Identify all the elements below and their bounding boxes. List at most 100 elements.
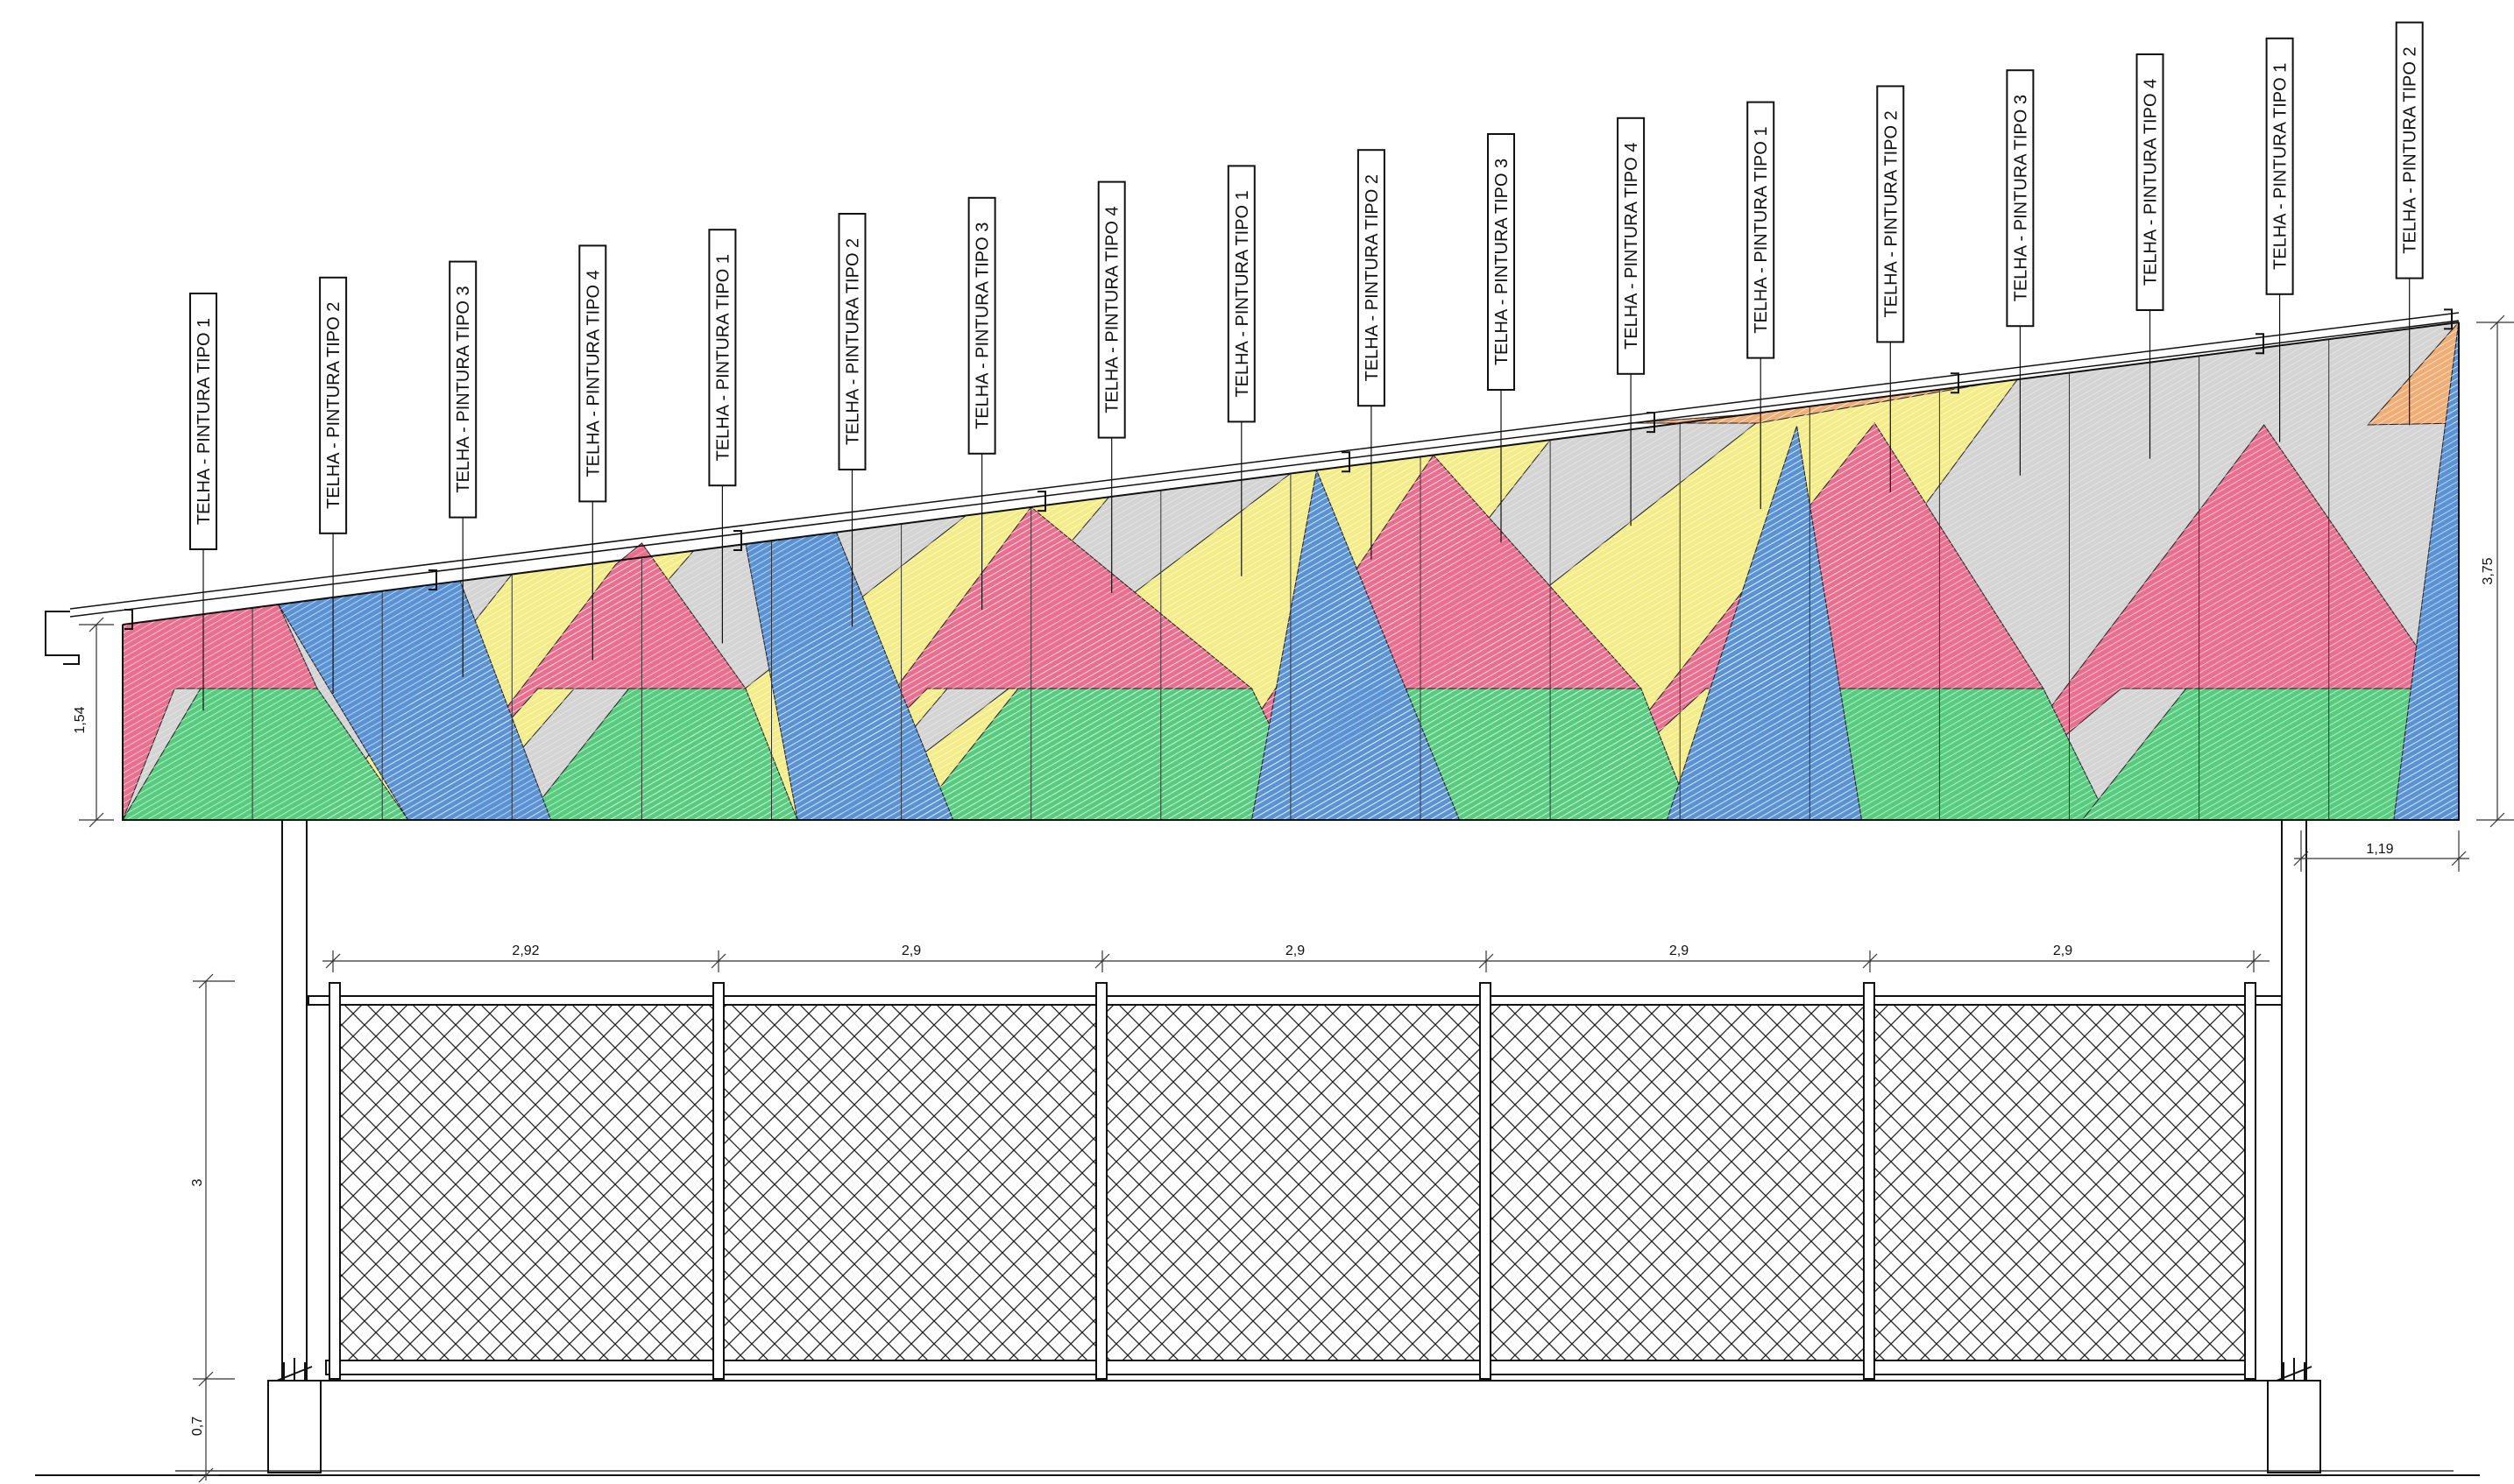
panel-hatch — [278, 581, 551, 820]
tag-label: TELHA - PINTURA TIPO 1 — [2271, 63, 2291, 270]
canopy-structure — [35, 819, 2480, 1476]
roof-purlins — [124, 308, 2453, 630]
right-column-base — [2267, 1380, 2321, 1473]
panel-hatch — [1965, 425, 2446, 820]
fence-post — [712, 982, 725, 1380]
purlin-symbol — [1646, 412, 1655, 434]
paint-tag: TELHA - PINTURA TIPO 3 — [967, 196, 996, 611]
panel-hatch — [1667, 426, 1862, 820]
fence-post — [1095, 982, 1108, 1380]
dim-tick-slash — [1862, 953, 1878, 969]
tag-label: TELHA - PINTURA TIPO 2 — [1363, 174, 1382, 381]
tag-box — [708, 229, 737, 487]
roof-edge — [69, 312, 2460, 821]
tag-box — [578, 244, 607, 503]
panel-hatch — [1186, 455, 1641, 820]
tag-label: TELHA - PINTURA TIPO 2 — [1881, 110, 1901, 317]
dim-bay-3: 2,9 — [1285, 943, 1305, 958]
purlin-symbol — [2444, 308, 2453, 330]
fence-post — [2244, 982, 2256, 1380]
tag-label: TELHA - PINTURA TIPO 1 — [195, 318, 214, 525]
roof-elevation — [45, 308, 2460, 821]
tag-label: TELHA - PINTURA TIPO 3 — [1492, 159, 1512, 365]
tag-box — [1487, 133, 1515, 391]
paint-tag: TELHA - PINTURA TIPO 1 — [1227, 165, 1256, 576]
panel-hatch — [2393, 322, 2459, 820]
right-column — [2281, 819, 2307, 1382]
dim-bay-4: 2,9 — [1669, 943, 1689, 958]
paint-tag: TELHA - PINTURA TIPO 1 — [2265, 37, 2294, 442]
panel-hatch — [2368, 322, 2459, 425]
tag-box — [189, 293, 217, 550]
dim-tick-slash — [2246, 953, 2262, 969]
purlin-symbol — [1342, 451, 1350, 473]
tag-label: TELHA - PINTURA TIPO 3 — [454, 286, 473, 492]
tag-box — [1746, 101, 1775, 359]
tag-box — [449, 260, 478, 519]
tag-box — [2006, 69, 2035, 328]
dim-right-height-label: 3,75 — [2481, 557, 2496, 584]
purlin-symbol — [428, 569, 437, 591]
fence-mesh — [337, 1003, 2252, 1362]
paint-tag: TELHA - PINTURA TIPO 1 — [1746, 101, 1775, 510]
panel-hatch — [123, 604, 318, 820]
tag-box — [1617, 117, 1646, 375]
tag-label: TELHA - PINTURA TIPO 4 — [1622, 143, 1641, 350]
purlin-symbol — [2256, 333, 2264, 355]
dim-base-height-label: 0,7 — [190, 1417, 205, 1436]
paint-tag: TELHA - PINTURA TIPO 3 — [1487, 133, 1515, 543]
panel-hatch — [914, 689, 1317, 820]
tag-label: TELHA - PINTURA TIPO 4 — [2142, 79, 2161, 286]
fence-top-rail — [308, 995, 2283, 1006]
roof-bay-lines — [251, 339, 2330, 820]
tag-box — [967, 196, 996, 455]
dim-bay-2: 2,9 — [902, 943, 921, 958]
fence-bottom-rail — [325, 1360, 2253, 1375]
paint-tag: TELHA - PINTURA TIPO 3 — [449, 260, 478, 677]
tag-label: TELHA - PINTURA TIPO 3 — [974, 223, 993, 429]
tag-box — [1227, 165, 1256, 423]
paint-tag: TELHA - PINTURA TIPO 4 — [2135, 53, 2164, 459]
dim-left-height-label: 1,54 — [73, 706, 88, 733]
base-plate-right — [2276, 1358, 2312, 1382]
tag-box — [319, 276, 348, 534]
panel-hatch — [1251, 470, 1460, 820]
paint-tag: TELHA - PINTURA TIPO 3 — [2006, 69, 2035, 476]
fence-post — [329, 982, 341, 1380]
left-column — [281, 819, 308, 1382]
panel-hatch — [525, 689, 798, 820]
paint-tag: TELHA - PINTURA TIPO 4 — [1617, 117, 1646, 526]
tag-box — [1097, 180, 1126, 439]
paint-tag: TELHA - PINTURA TIPO 1 — [708, 229, 737, 644]
tag-box — [2265, 37, 2294, 295]
paint-tag: TELHA - PINTURA TIPO 2 — [1876, 85, 1905, 492]
tag-label: TELHA - PINTURA TIPO 3 — [2011, 95, 2030, 301]
tag-box — [1356, 149, 1385, 407]
tag-label: TELHA - PINTURA TIPO 4 — [1103, 206, 1122, 413]
tag-label: TELHA - PINTURA TIPO 1 — [1752, 126, 1771, 333]
dim-tick-slash — [711, 953, 726, 969]
dim-tick-slash — [325, 953, 341, 969]
tag-label: TELHA - PINTURA TIPO 4 — [584, 270, 603, 477]
panel-hatch — [797, 506, 1252, 820]
dim-bays: 2,92 2,9 2,9 2,9 2,9 — [322, 943, 2270, 972]
tag-label: TELHA - PINTURA TIPO 1 — [1233, 190, 1252, 397]
base-plate-left — [276, 1358, 313, 1382]
purlin-symbol — [733, 530, 742, 552]
panel-hatch — [123, 689, 408, 820]
dim-overhang: 1,19 — [2293, 830, 2469, 872]
paint-tag: TELHA - PINTURA TIPO 2 — [838, 213, 867, 627]
paint-tag: TELHA - PINTURA TIPO 2 — [319, 276, 348, 694]
panel-hatch — [2082, 689, 2459, 820]
tag-label: TELHA - PINTURA TIPO 2 — [324, 302, 343, 509]
dim-right-height: 3,75 — [2476, 314, 2514, 828]
left-column-base — [267, 1380, 322, 1473]
dim-fence-height-label: 3 — [190, 1178, 205, 1186]
tag-label: TELHA - PINTURA TIPO 2 — [844, 238, 863, 445]
tag-box — [838, 213, 867, 470]
purlin-symbol — [124, 608, 133, 630]
dim-tick-slash — [1478, 953, 1494, 969]
panel-hatch — [421, 543, 746, 820]
fence-post — [1479, 982, 1491, 1380]
dim-fence-height: 3 0,7 — [190, 973, 235, 1483]
